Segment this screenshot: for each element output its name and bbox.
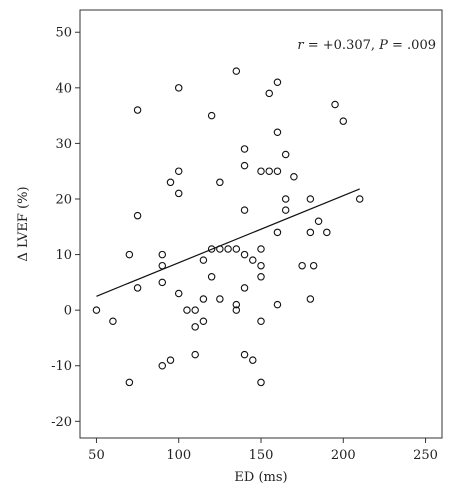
y-tick-label: 10 (55, 248, 72, 263)
data-point (166, 178, 175, 187)
data-point (207, 111, 216, 120)
p-symbol: P (378, 38, 388, 53)
data-point (166, 356, 175, 364)
data-point (265, 167, 273, 175)
data-point (306, 295, 315, 303)
data-point (133, 106, 142, 114)
data-point (158, 278, 167, 287)
data-point (298, 261, 306, 270)
data-point (191, 323, 199, 331)
p-value: = .009 (388, 38, 436, 53)
plot-frame (79, 9, 443, 439)
y-tick-label: 20 (55, 192, 72, 207)
data-point (133, 211, 142, 220)
data-point (257, 273, 265, 281)
data-point (323, 228, 331, 237)
data-point (273, 128, 282, 137)
data-point (174, 289, 183, 298)
regression-line (96, 188, 360, 297)
data-point (232, 67, 241, 75)
r-value: = +0.307, (304, 38, 380, 53)
data-point (281, 195, 290, 203)
data-points (92, 67, 364, 387)
data-point (199, 295, 208, 303)
data-point (257, 167, 265, 175)
x-axis-ticks: 50 100 150 200 250 (88, 438, 438, 463)
data-point (183, 306, 191, 314)
y-tick-label: 50 (55, 26, 72, 41)
y-tick-label: -10 (51, 359, 72, 374)
data-point (240, 250, 249, 259)
data-point (257, 378, 265, 387)
data-point (306, 228, 315, 237)
data-point (174, 84, 183, 92)
data-point (273, 300, 282, 309)
x-tick-label: 100 (166, 448, 191, 463)
data-point (281, 206, 290, 214)
data-point (355, 195, 364, 203)
y-tick-label: 0 (64, 304, 72, 319)
data-point (331, 100, 339, 109)
data-point (216, 295, 224, 303)
data-point (240, 161, 249, 170)
y-tick-label: 30 (55, 137, 72, 152)
data-point (257, 245, 265, 253)
data-point (273, 228, 282, 237)
data-point (309, 261, 318, 270)
y-axis-label: Δ LVEF (%) (16, 186, 31, 261)
data-point (265, 89, 273, 98)
data-point (314, 217, 323, 225)
correlation-annotation: r = +0.307, P = .009 (297, 38, 436, 53)
data-point (109, 317, 117, 326)
data-point (290, 173, 298, 181)
data-point (257, 261, 265, 270)
data-point (191, 350, 199, 359)
data-point (249, 356, 257, 364)
r-symbol: r (297, 38, 304, 53)
data-point (125, 250, 134, 259)
data-point (216, 245, 224, 253)
data-point (232, 245, 241, 253)
data-point (158, 250, 167, 259)
x-tick-label: 50 (88, 448, 105, 463)
data-point (174, 189, 183, 198)
data-point (306, 195, 315, 203)
data-point (232, 300, 241, 309)
data-point (216, 178, 224, 187)
y-tick-label: 40 (55, 81, 72, 96)
data-point (273, 167, 282, 175)
data-point (240, 206, 249, 214)
data-point (92, 306, 101, 314)
y-tick-label: -20 (51, 415, 72, 430)
data-point (224, 245, 232, 253)
x-tick-label: 150 (249, 448, 274, 463)
data-point (174, 167, 183, 175)
data-point (158, 261, 167, 270)
y-axis-ticks: -20 -10 0 10 20 30 40 50 (51, 26, 80, 430)
data-point (125, 378, 134, 387)
data-point (240, 284, 249, 292)
data-point (133, 284, 142, 292)
x-axis-label: ED (ms) (234, 470, 287, 485)
data-point (249, 256, 257, 264)
data-point (281, 150, 290, 159)
data-point (240, 145, 249, 153)
x-tick-label: 250 (413, 448, 438, 463)
data-point (273, 78, 282, 87)
data-point (339, 117, 348, 125)
data-point (240, 350, 249, 359)
data-point (158, 361, 167, 370)
data-point (232, 306, 241, 314)
data-point (207, 245, 216, 253)
data-point (199, 317, 208, 326)
data-point (207, 273, 216, 281)
x-tick-label: 200 (331, 448, 356, 463)
data-point (191, 306, 199, 314)
data-point (257, 317, 265, 326)
data-point (199, 256, 208, 264)
